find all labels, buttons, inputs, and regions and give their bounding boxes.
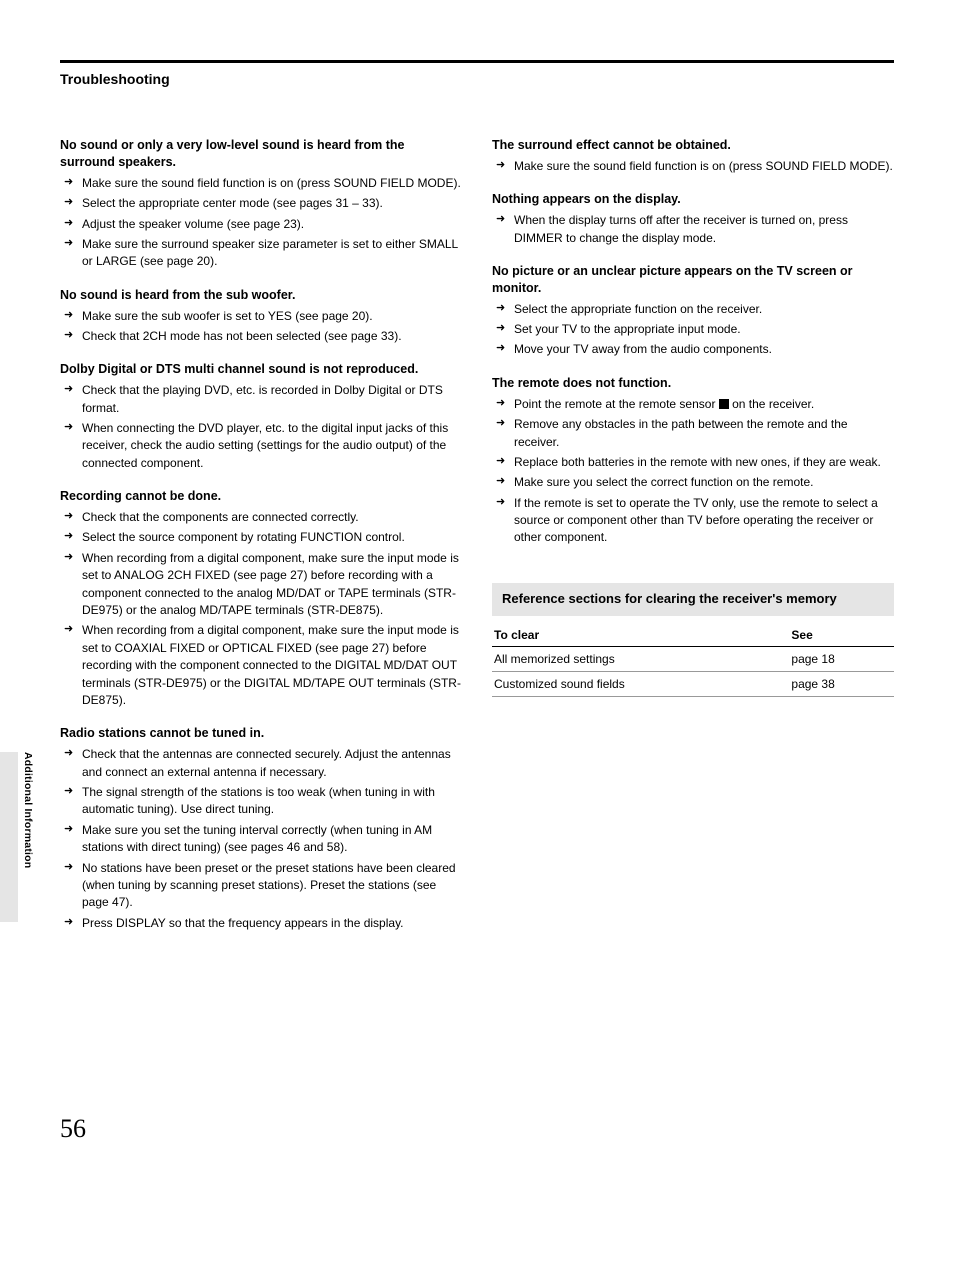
table-header: To clear: [492, 624, 789, 647]
bullet-item: Replace both batteries in the remote wit…: [492, 454, 894, 471]
table-header-row: To clear See: [492, 624, 894, 647]
text-post: on the receiver.: [729, 397, 814, 411]
subhead: The remote does not function.: [492, 375, 894, 392]
bullet-list: Select the appropriate function on the r…: [492, 301, 894, 359]
bullet-item: Make sure you select the correct functio…: [492, 474, 894, 491]
bullet-list: Point the remote at the remote sensor on…: [492, 396, 894, 547]
bullet-item: Make sure the surround speaker size para…: [60, 236, 462, 271]
subhead: Recording cannot be done.: [60, 488, 462, 505]
bullet-list: Make sure the sub woofer is set to YES (…: [60, 308, 462, 346]
bullet-list: Check that the antennas are connected se…: [60, 746, 462, 932]
table-cell: page 38: [789, 671, 894, 696]
bullet-item: Press DISPLAY so that the frequency appe…: [60, 915, 462, 932]
bullet-item: When connecting the DVD player, etc. to …: [60, 420, 462, 472]
bullet-item: When the display turns off after the rec…: [492, 212, 894, 247]
section-title: Troubleshooting: [60, 71, 894, 87]
bullet-item: Adjust the speaker volume (see page 23).: [60, 216, 462, 233]
table-cell: All memorized settings: [492, 646, 789, 671]
bullet-item: Check that the antennas are connected se…: [60, 746, 462, 781]
bullet-list: When the display turns off after the rec…: [492, 212, 894, 247]
reference-box-title: Reference sections for clearing the rece…: [492, 583, 894, 616]
subhead: Radio stations cannot be tuned in.: [60, 725, 462, 742]
bullet-item: Select the source component by rotating …: [60, 529, 462, 546]
right-column: The surround effect cannot be obtained. …: [492, 137, 894, 935]
bullet-list: Make sure the sound field function is on…: [492, 158, 894, 175]
bullet-item: Make sure the sound field function is on…: [60, 175, 462, 192]
table-cell: page 18: [789, 646, 894, 671]
table-header: See: [789, 624, 894, 647]
bullet-item: Check that 2CH mode has not been selecte…: [60, 328, 462, 345]
bullet-item: Remove any obstacles in the path between…: [492, 416, 894, 451]
bullet-list: Check that the components are connected …: [60, 509, 462, 709]
bullet-item: Select the appropriate center mode (see …: [60, 195, 462, 212]
left-column: No sound or only a very low-level sound …: [60, 137, 462, 935]
subhead: No sound or only a very low-level sound …: [60, 137, 462, 171]
top-rule: [60, 60, 894, 63]
bullet-item: When recording from a digital component,…: [60, 622, 462, 709]
reference-table: To clear See All memorized settings page…: [492, 624, 894, 697]
bullet-item: Check that the components are connected …: [60, 509, 462, 526]
bullet-item: Check that the playing DVD, etc. is reco…: [60, 382, 462, 417]
subhead: Nothing appears on the display.: [492, 191, 894, 208]
bullet-item: Move your TV away from the audio compone…: [492, 341, 894, 358]
subhead: The surround effect cannot be obtained.: [492, 137, 894, 154]
bullet-item: Make sure you set the tuning interval co…: [60, 822, 462, 857]
page-number: 56: [60, 1114, 86, 1144]
subhead: No sound is heard from the sub woofer.: [60, 287, 462, 304]
bullet-item: If the remote is set to operate the TV o…: [492, 495, 894, 547]
bullet-list: Make sure the sound field function is on…: [60, 175, 462, 271]
remote-sensor-icon: [719, 399, 729, 409]
text-pre: Point the remote at the remote sensor: [514, 397, 719, 411]
table-cell: Customized sound fields: [492, 671, 789, 696]
bullet-item: Set your TV to the appropriate input mod…: [492, 321, 894, 338]
bullet-item: Select the appropriate function on the r…: [492, 301, 894, 318]
subhead: Dolby Digital or DTS multi channel sound…: [60, 361, 462, 378]
bullet-list: Check that the playing DVD, etc. is reco…: [60, 382, 462, 472]
bullet-item: Make sure the sound field function is on…: [492, 158, 894, 175]
bullet-item: When recording from a digital component,…: [60, 550, 462, 620]
table-row: All memorized settings page 18: [492, 646, 894, 671]
bullet-item: The signal strength of the stations is t…: [60, 784, 462, 819]
subhead: No picture or an unclear picture appears…: [492, 263, 894, 297]
bullet-item: Make sure the sub woofer is set to YES (…: [60, 308, 462, 325]
bullet-item: No stations have been preset or the pres…: [60, 860, 462, 912]
bullet-item: Point the remote at the remote sensor on…: [492, 396, 894, 413]
table-row: Customized sound fields page 38: [492, 671, 894, 696]
